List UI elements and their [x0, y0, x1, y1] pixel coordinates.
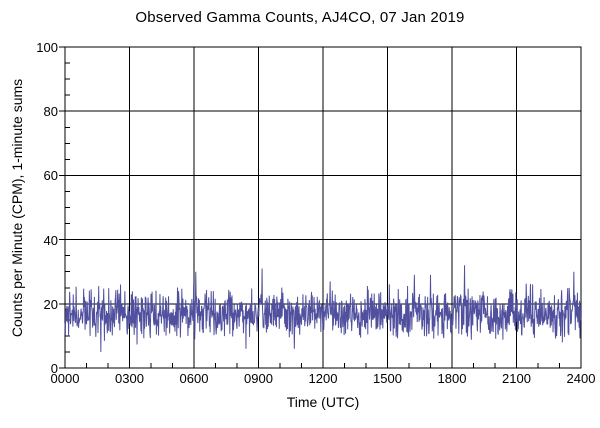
x-tick-label: 2400 [566, 371, 596, 386]
y-axis-title: Counts per Minute (CPM), 1-minute sums [9, 78, 25, 338]
plot-frame [64, 46, 582, 369]
y-tick-label: 0 [50, 361, 58, 376]
x-tick-label: 1800 [437, 371, 467, 386]
x-tick-label: 0300 [115, 371, 144, 386]
x-tick-label: 0900 [244, 371, 273, 386]
y-tick-label: 80 [43, 104, 58, 120]
y-tick-label: 40 [43, 232, 58, 248]
y-tick-label: 100 [36, 40, 58, 55]
x-tick-label: 1200 [308, 371, 338, 386]
x-tick-label: 1500 [373, 371, 402, 386]
x-axis-title: Time (UTC) [286, 394, 360, 410]
x-tick-label: 2100 [502, 371, 531, 386]
y-tick-label: 60 [43, 168, 58, 184]
x-tick-label: 0600 [179, 371, 209, 386]
y-tick-label: 20 [43, 296, 58, 312]
chart-title: Observed Gamma Counts, AJ4CO, 07 Jan 201… [135, 9, 465, 26]
x-tick-label: 0000 [50, 371, 80, 386]
gamma-counts-trace [64, 265, 582, 352]
